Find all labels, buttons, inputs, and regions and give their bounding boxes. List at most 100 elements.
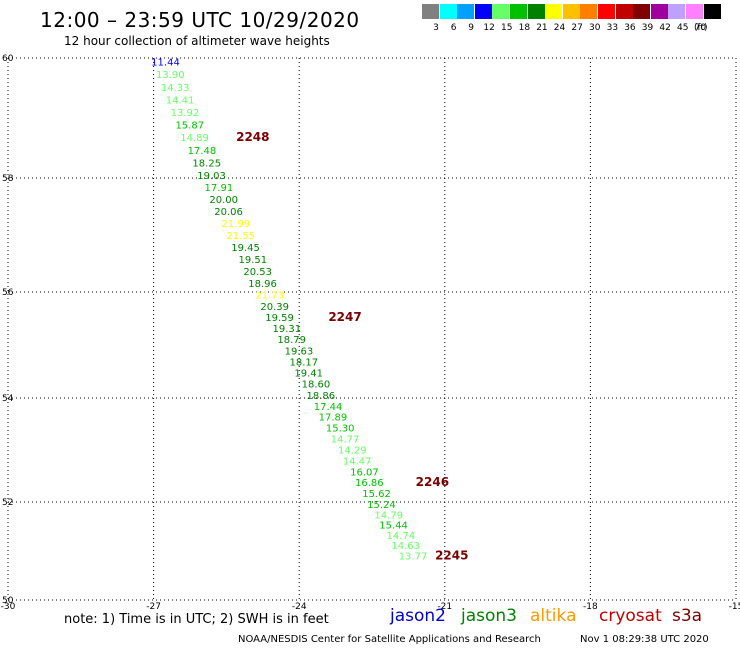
swh-value: 18.60 — [302, 380, 331, 391]
map-subtitle: 12 hour collection of altimeter wave hei… — [64, 34, 330, 48]
swh-value: 16.86 — [355, 478, 384, 489]
swh-value: 20.00 — [209, 195, 238, 206]
swh-value: 19.63 — [285, 346, 314, 357]
scale-label: 42 — [659, 23, 671, 33]
scale-label: 24 — [553, 23, 566, 33]
swh-value: 18.86 — [306, 391, 335, 402]
swh-value: 13.77 — [399, 551, 428, 562]
swh-value: 18.96 — [248, 279, 277, 290]
lon-tick-label: -24 — [292, 602, 307, 612]
swh-value: 15.62 — [362, 489, 391, 500]
lon-tick-label: -27 — [146, 602, 161, 612]
scale-swatch — [668, 4, 686, 19]
swh-value: 16.07 — [350, 467, 379, 478]
lat-tick-label: 56 — [2, 288, 14, 298]
scale-label: 30 — [589, 23, 601, 33]
scale-label: 18 — [518, 23, 531, 33]
scale-label: 21 — [536, 23, 548, 33]
swh-value: 14.79 — [374, 510, 403, 521]
scale-swatch — [703, 4, 721, 19]
footer-note: note: 1) Time is in UTC; 2) SWH is in fe… — [64, 612, 329, 627]
scale-swatch — [562, 4, 580, 19]
lon-tick-label: -15 — [729, 602, 740, 612]
swh-value: 15.44 — [379, 521, 408, 532]
pass-number-label: 2246 — [416, 475, 449, 489]
swh-value: 20.53 — [243, 267, 272, 278]
swh-value: 18.79 — [277, 335, 306, 346]
mission-altika: altika — [530, 606, 577, 626]
swh-value: 19.51 — [239, 255, 268, 266]
mission-jason2: jason2 — [390, 606, 446, 626]
mission-cryosat: cryosat — [599, 606, 662, 626]
lat-tick-label: 60 — [2, 54, 14, 64]
generation-timestamp: Nov 1 08:29:38 UTC 2020 — [580, 634, 709, 645]
swh-value: 15.24 — [367, 500, 396, 511]
lat-tick-label: 52 — [2, 498, 13, 508]
lat-tick-label: 50 — [2, 596, 14, 606]
swh-value: 19.31 — [273, 324, 302, 335]
mission-jason3: jason3 — [461, 606, 517, 626]
scale-label: 6 — [450, 23, 457, 33]
swh-value: 20.39 — [260, 302, 289, 313]
swh-value: 14.89 — [180, 133, 209, 144]
swh-value: 17.91 — [205, 183, 234, 194]
scale-swatch — [545, 4, 563, 19]
swh-value: 19.59 — [265, 313, 294, 324]
scale-swatch — [492, 4, 510, 19]
swh-value: 18.25 — [192, 158, 221, 169]
map-title: 12:00 – 23:59 UTC 10/29/2020 — [40, 8, 360, 32]
pass-number-label: 2245 — [435, 548, 468, 562]
scale-label: 70 — [694, 23, 707, 33]
pass-number-label: 2247 — [328, 310, 361, 324]
lon-tick-label: -21 — [437, 602, 452, 612]
swh-value: 17.48 — [188, 146, 217, 157]
swh-value: 14.29 — [338, 445, 367, 456]
scale-label: 3 — [433, 23, 439, 33]
scale-swatch — [686, 4, 703, 19]
swh-value: 19.03 — [197, 171, 226, 182]
scale-label: 39 — [641, 23, 654, 33]
swh-value: 14.41 — [166, 95, 195, 106]
lat-tick-label: 58 — [2, 174, 14, 184]
scale-label: 33 — [606, 23, 619, 33]
scale-swatch — [527, 4, 545, 19]
lon-tick-label: -30 — [1, 602, 16, 612]
swh-value: 15.30 — [326, 424, 355, 435]
swh-value: 14.47 — [343, 456, 372, 467]
swh-value: 21.73 — [256, 291, 285, 302]
scale-label: 9 — [468, 23, 475, 33]
credit-line: NOAA/NESDIS Center for Satellite Applica… — [238, 634, 541, 645]
swh-value: 15.87 — [175, 121, 204, 132]
swh-value: 17.89 — [319, 413, 348, 424]
swh-value: 14.33 — [161, 83, 190, 94]
swh-value: 17.44 — [314, 402, 343, 413]
scale-swatch — [474, 4, 492, 19]
swh-value: 13.90 — [156, 70, 185, 81]
swh-value: 19.45 — [231, 243, 260, 254]
swh-value: 14.74 — [387, 531, 416, 542]
swh-value: 14.77 — [331, 435, 360, 446]
lat-tick-label: 54 — [2, 394, 14, 404]
scale-label: 15 — [501, 23, 513, 33]
swh-value: 13.92 — [171, 108, 200, 119]
mission-s3a: s3a — [672, 606, 703, 626]
scale-swatch — [439, 4, 457, 19]
scale-label: 36 — [624, 23, 636, 33]
scale-label: 12 — [483, 23, 495, 33]
scale-swatch — [510, 4, 527, 19]
scale-swatch — [615, 4, 633, 19]
pass-number-label: 2248 — [236, 130, 269, 144]
swh-value: 20.06 — [214, 207, 243, 218]
scale-swatch — [580, 4, 598, 19]
scale-swatch — [650, 4, 668, 19]
scale-label: 27 — [571, 23, 583, 33]
scale-unit: (ft) — [694, 23, 708, 33]
swh-value: 14.63 — [391, 541, 420, 552]
swh-value: 19.41 — [294, 369, 323, 380]
scale-swatch — [422, 4, 439, 19]
swh-value: 18.17 — [289, 357, 318, 368]
scale-swatch — [633, 4, 651, 19]
scale-swatch — [457, 4, 475, 19]
swh-value: 21.55 — [226, 231, 255, 242]
